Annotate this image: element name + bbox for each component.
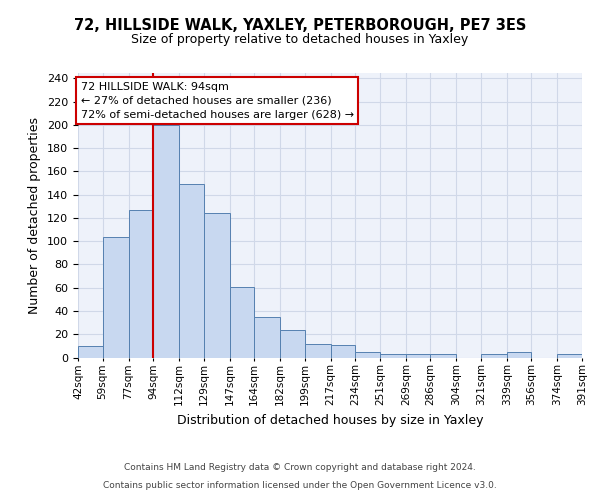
Bar bbox=[230, 286, 254, 358]
Bar bbox=[355, 352, 380, 358]
Bar bbox=[557, 354, 582, 358]
Bar bbox=[128, 210, 153, 358]
Bar bbox=[481, 354, 507, 358]
Text: Contains HM Land Registry data © Crown copyright and database right 2024.: Contains HM Land Registry data © Crown c… bbox=[124, 464, 476, 472]
Bar bbox=[179, 184, 203, 358]
Text: Size of property relative to detached houses in Yaxley: Size of property relative to detached ho… bbox=[131, 32, 469, 46]
Bar bbox=[153, 125, 179, 358]
Bar bbox=[78, 346, 103, 358]
Bar bbox=[280, 330, 305, 357]
Bar bbox=[103, 236, 128, 358]
Bar bbox=[203, 214, 230, 358]
Y-axis label: Number of detached properties: Number of detached properties bbox=[28, 116, 41, 314]
Bar bbox=[305, 344, 331, 357]
Bar bbox=[254, 317, 280, 358]
X-axis label: Distribution of detached houses by size in Yaxley: Distribution of detached houses by size … bbox=[177, 414, 483, 426]
Text: Contains public sector information licensed under the Open Government Licence v3: Contains public sector information licen… bbox=[103, 481, 497, 490]
Text: 72, HILLSIDE WALK, YAXLEY, PETERBOROUGH, PE7 3ES: 72, HILLSIDE WALK, YAXLEY, PETERBOROUGH,… bbox=[74, 18, 526, 32]
Bar bbox=[507, 352, 532, 358]
Bar bbox=[406, 354, 430, 358]
Bar bbox=[430, 354, 457, 358]
Text: 72 HILLSIDE WALK: 94sqm
← 27% of detached houses are smaller (236)
72% of semi-d: 72 HILLSIDE WALK: 94sqm ← 27% of detache… bbox=[81, 82, 354, 120]
Bar bbox=[331, 344, 355, 358]
Bar bbox=[380, 354, 406, 358]
